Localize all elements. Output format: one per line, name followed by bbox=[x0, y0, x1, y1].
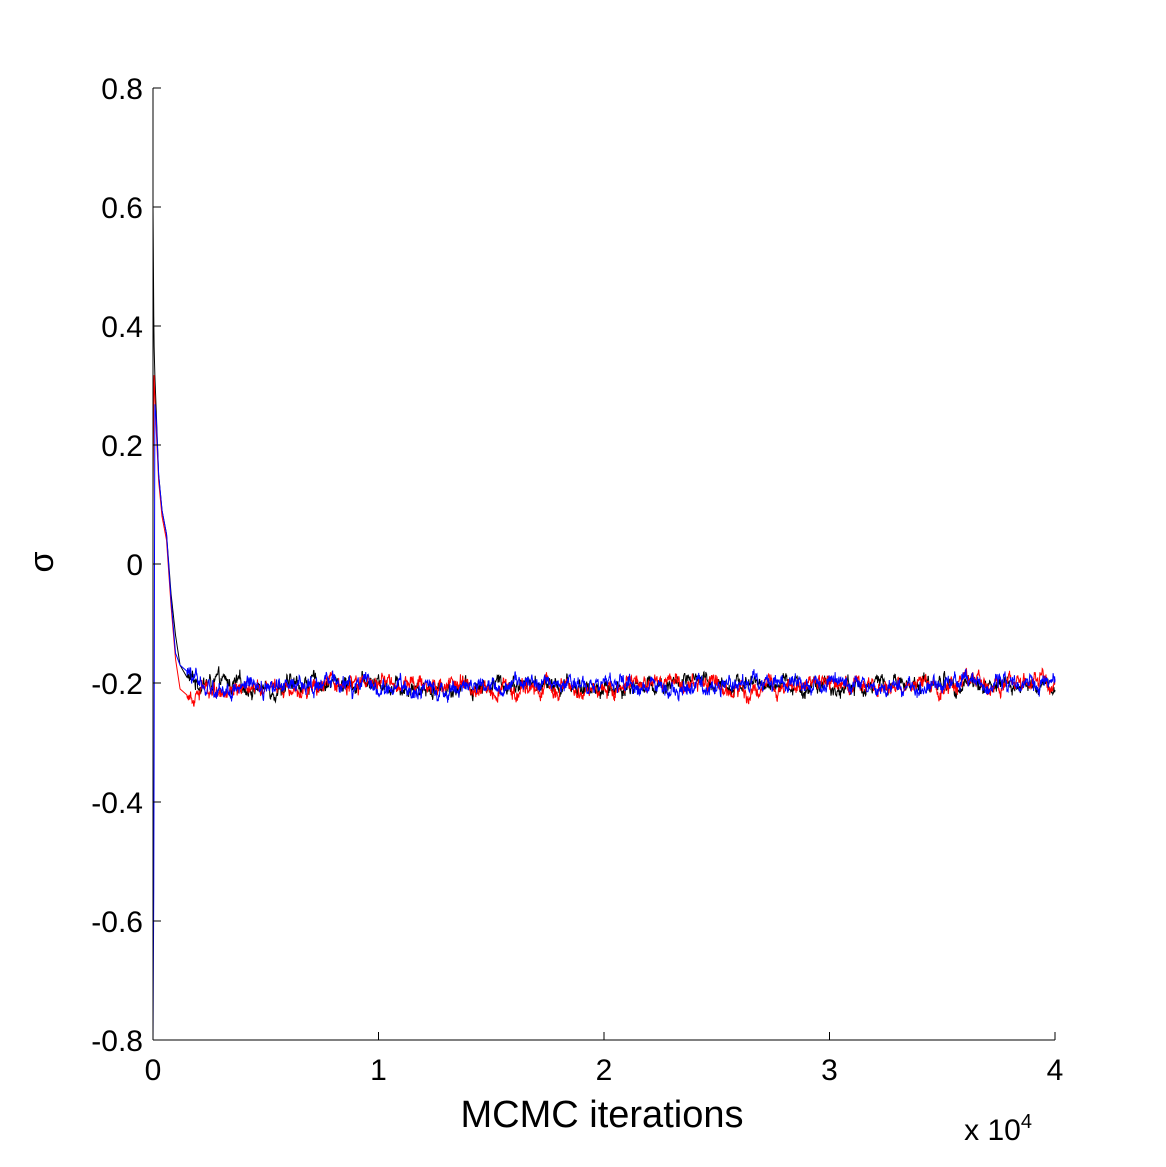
y-ticks: -0.8 -0.6 -0.4 -0.2 0 0.2 0.4 0.6 0.8 bbox=[91, 73, 161, 1058]
series-line-1 bbox=[152, 206, 1056, 704]
plot-lines bbox=[152, 206, 1056, 1041]
x-axis-multiplier-exponent: 4 bbox=[1021, 1111, 1032, 1133]
y-tick-label: 0 bbox=[126, 549, 143, 582]
x-axis-title: MCMC iterations bbox=[461, 1094, 744, 1136]
x-axis-multiplier: x 104 bbox=[964, 1111, 1032, 1147]
y-tick-label: -0.2 bbox=[91, 668, 143, 701]
y-tick-label: 0.6 bbox=[101, 192, 143, 225]
y-tick-label: -0.4 bbox=[91, 787, 143, 820]
series-line-3 bbox=[152, 404, 1056, 1041]
x-tick-label: 2 bbox=[596, 1054, 613, 1087]
x-axis-multiplier-base: x 10 bbox=[964, 1114, 1021, 1147]
y-tick-label: 0.8 bbox=[101, 73, 143, 106]
x-tick-label: 4 bbox=[1047, 1054, 1064, 1087]
x-ticks: 0 1 2 3 4 bbox=[145, 1032, 1064, 1087]
axes bbox=[152, 88, 1055, 1041]
x-tick-label: 3 bbox=[821, 1054, 838, 1087]
series-line-2 bbox=[152, 375, 1056, 707]
y-tick-label: 0.4 bbox=[101, 311, 143, 344]
y-tick-label: 0.2 bbox=[101, 430, 143, 463]
y-axis-title: σ bbox=[23, 551, 61, 572]
x-tick-label: 0 bbox=[145, 1054, 162, 1087]
y-tick-label: -0.8 bbox=[91, 1025, 143, 1058]
x-tick-label: 1 bbox=[370, 1054, 387, 1087]
y-tick-label: -0.6 bbox=[91, 906, 143, 939]
